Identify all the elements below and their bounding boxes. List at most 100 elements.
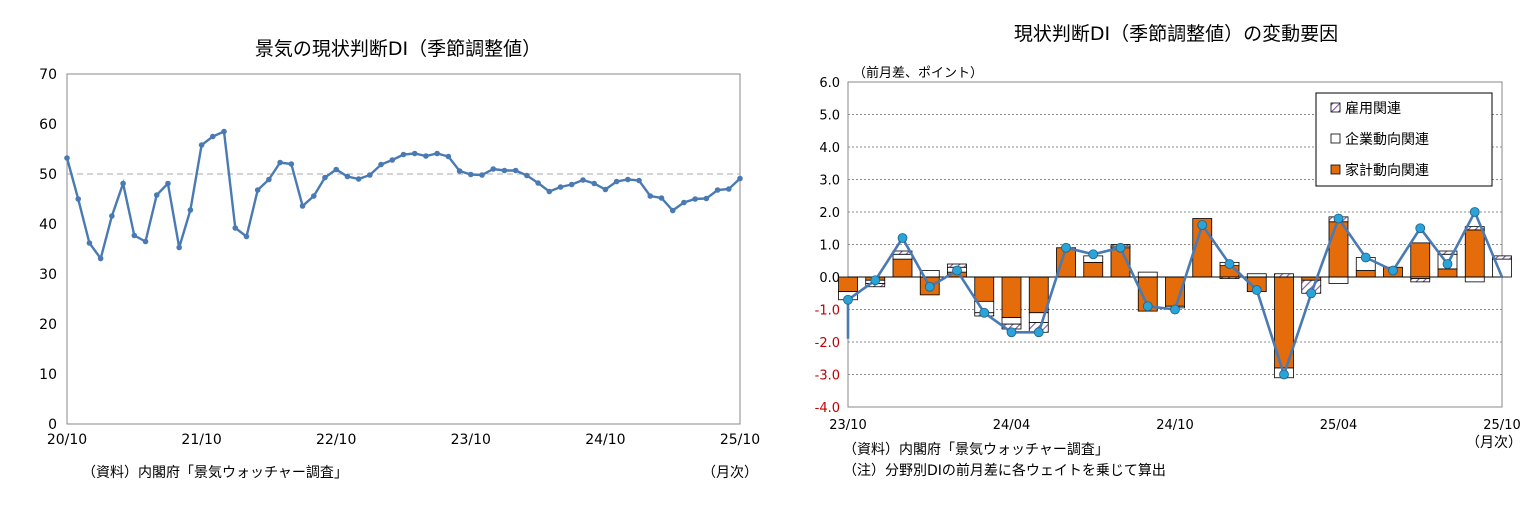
legend-swatch-employment [1330,102,1341,113]
data-point [456,168,463,174]
data-point [669,207,676,214]
data-point [187,207,194,213]
data-point [714,187,721,193]
y-tick-label: -1.0 [815,304,840,319]
data-point [501,167,508,174]
total-point [1306,288,1317,299]
total-point [1388,265,1398,276]
total-point [979,307,990,318]
data-point [120,180,126,187]
y-tick-label: 20 [39,317,57,333]
total-point [897,233,908,243]
data-point [355,176,362,182]
data-point [389,157,396,163]
legend-label-employment: 雇用関連 [1345,100,1401,117]
total-point [1360,252,1371,263]
total-point [1224,259,1235,269]
data-point [344,173,351,180]
data-point [490,166,497,172]
bar-segment-household [838,276,858,293]
x-tick-label: 22/10 [316,432,356,448]
data-point [647,193,654,199]
data-point [64,155,70,161]
y-tick-label: 50 [39,167,57,183]
data-point [535,180,541,186]
data-point [725,186,732,192]
data-point [591,180,597,187]
right-chart-title: 現状判断DI（季節調整値）の変動要因 [1014,23,1338,45]
data-point [153,192,160,198]
data-point [322,174,328,181]
left-line-chart: 景気の現状判断DI（季節調整値） 0 10 20 30 40 50 60 70 20/10 21… [39,38,760,481]
bar-segment-household [1464,229,1485,278]
total-point [1170,304,1180,315]
data-point [310,193,317,199]
total-point [1279,369,1289,380]
data-point [524,172,530,179]
y-tick-label: 2.0 [819,206,840,221]
y-tick-label: -3.0 [815,369,840,384]
bar-segment-employment [1410,278,1431,283]
data-point [557,184,564,190]
data-point [479,172,485,178]
bar-segment-corporate [1001,317,1022,325]
right-yunit-label: （前月差、ポイント） [853,65,983,81]
bar-segment-household [892,258,913,278]
bar-segment-household [1437,268,1458,278]
data-point [288,161,295,167]
bar-segment-corporate [1464,276,1485,283]
data-point [299,203,306,209]
left-chart-title: 景気の現状判断DI（季節調整値） [255,38,541,60]
y-tick-label: 60 [39,117,57,133]
data-point [512,167,519,174]
bar-segment-household [1083,261,1104,278]
total-point [1333,213,1344,224]
data-point [176,244,182,251]
total-point [1142,301,1153,312]
bar-segment-corporate [1328,276,1349,284]
x-tick-label: 23/10 [829,418,866,433]
total-point [843,294,853,305]
y-tick-label: 6.0 [819,76,840,91]
y-tick-label: 40 [39,217,57,233]
data-point [243,233,250,240]
data-point [613,178,620,185]
x-tick-label: 24/04 [993,418,1030,433]
data-point [602,186,609,193]
total-point [1415,223,1426,234]
data-point [692,196,698,202]
total-point [870,275,881,286]
data-point [131,232,138,239]
bar-segment-household [1355,270,1376,278]
right-footnote: （注）分野別DIの前月差に各ウェイトを乗じて算出 [843,462,1166,479]
data-point [423,153,429,159]
x-tick-label: 25/10 [1483,418,1520,433]
data-point [254,187,261,193]
data-point [198,142,205,148]
bar-segment-corporate [892,253,913,260]
y-tick-label: 30 [39,267,57,283]
data-point [625,176,631,183]
total-point [952,265,962,276]
data-point [636,177,642,184]
y-tick-label: 1.0 [819,239,840,254]
data-point [580,177,586,183]
y-tick-label: 3.0 [819,174,840,189]
data-point [568,181,575,188]
right-unit-label: （月次） [1466,435,1522,451]
data-point [333,166,340,173]
data-point [109,213,115,219]
data-point [445,153,452,160]
data-point [367,172,373,178]
data-point [97,255,104,262]
data-point [468,171,474,178]
left-source-note: （資料）内閣府「景気ウォッチャー調査」 [82,465,348,481]
y-tick-label: 0 [48,417,57,433]
data-point [378,161,384,168]
total-point [1469,207,1480,217]
data-point [400,151,407,158]
data-point [411,150,418,157]
y-tick-label: -2.0 [815,336,840,351]
